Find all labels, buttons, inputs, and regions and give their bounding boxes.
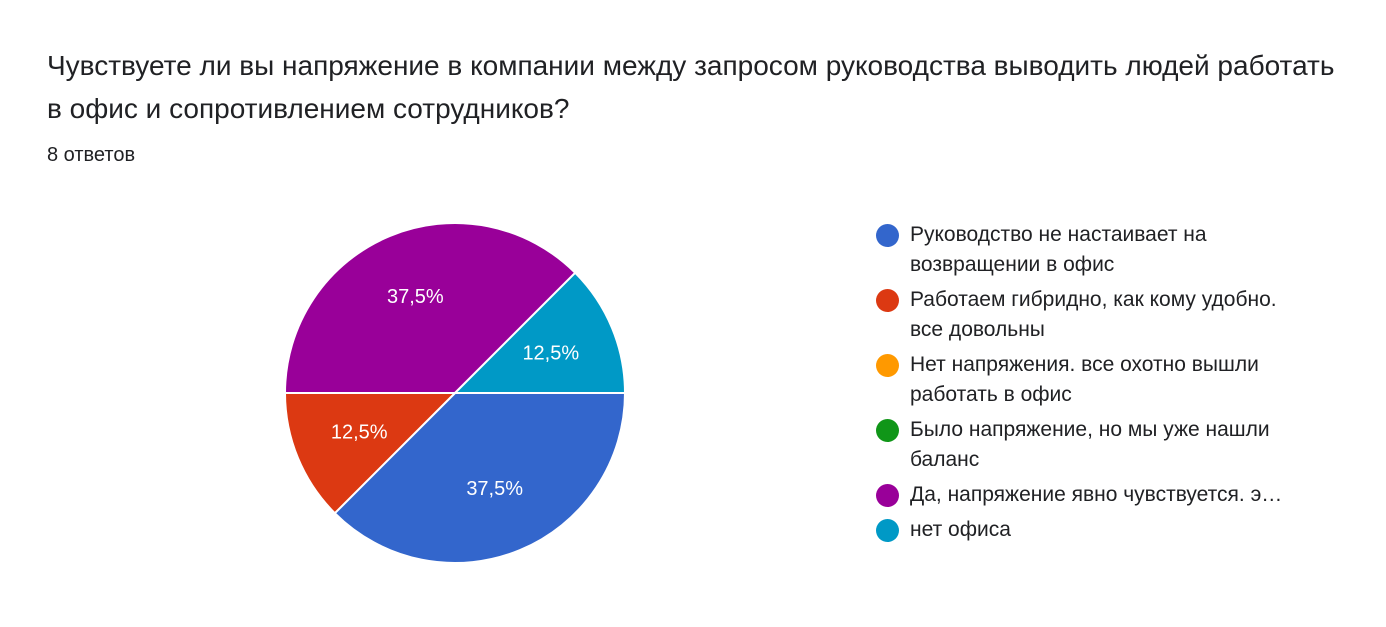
pie-slice-4[interactable] [283,222,577,394]
legend-label: Работаем гибридно, как кому удобно. все … [910,288,1277,341]
legend-item-0[interactable]: Руководство не настаивает на возвращении… [876,220,1336,280]
legend-label: Было напряжение, но мы уже нашли баланс [910,418,1270,471]
pie-chart: 37,5% 12,5% 37,5% 12,5% [280,218,630,568]
legend-label: Руководство не настаивает на возвращении… [910,223,1207,276]
legend-label: нет офиса [910,518,1011,541]
legend-item-2[interactable]: Нет напряжения. все охотно вышли работат… [876,350,1336,410]
legend-item-3[interactable]: Было напряжение, но мы уже нашли баланс [876,415,1336,475]
legend-item-4[interactable]: Да, напряжение явно чувствуется. э… [876,480,1336,510]
pie-slice-1[interactable] [283,392,458,515]
legend-swatch-icon [876,289,899,312]
question-title: Чувствуете ли вы напряжение в компании м… [47,50,1335,124]
legend-swatch-icon [876,484,899,507]
legend-swatch-icon [876,519,899,542]
pie-slice-label-1: 12,5% [331,422,388,444]
pie-slice-label-4: 37,5% [387,286,444,308]
pie-slice-0[interactable] [333,392,627,564]
legend-swatch-icon [876,224,899,247]
legend-label: Нет напряжения. все охотно вышли работат… [910,353,1259,406]
legend-item-5[interactable]: нет офиса [876,515,1336,545]
legend-item-1[interactable]: Работаем гибридно, как кому удобно. все … [876,285,1336,345]
pie-slice-label-0: 37,5% [466,478,523,500]
pie-slice-label-5: 12,5% [522,342,579,364]
legend-swatch-icon [876,354,899,377]
pie-chart-svg: 37,5% 12,5% 37,5% 12,5% [283,222,627,564]
response-count: 8 ответов [47,144,136,166]
question-header: Чувствуете ли вы напряжение в компании м… [47,44,1357,168]
legend-swatch-icon [876,419,899,442]
pie-slice-5[interactable] [452,271,627,394]
chart-legend: Руководство не настаивает на возвращении… [876,220,1336,550]
legend-label: Да, напряжение явно чувствуется. э… [910,483,1283,506]
